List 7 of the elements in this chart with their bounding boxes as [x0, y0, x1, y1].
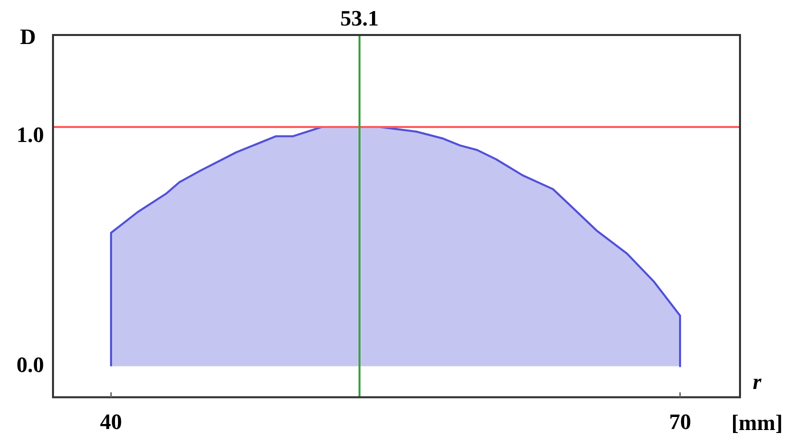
y-axis-title: D	[20, 24, 36, 50]
y-tick-label: 1.0	[16, 122, 44, 147]
x-tick-label: 40	[100, 409, 122, 434]
ref-line-label: 53.1	[340, 6, 379, 31]
x-axis-title: r [mm]	[730, 368, 784, 437]
y-tick-label: 0.0	[16, 352, 44, 377]
x-tick-label: 70	[669, 409, 692, 434]
